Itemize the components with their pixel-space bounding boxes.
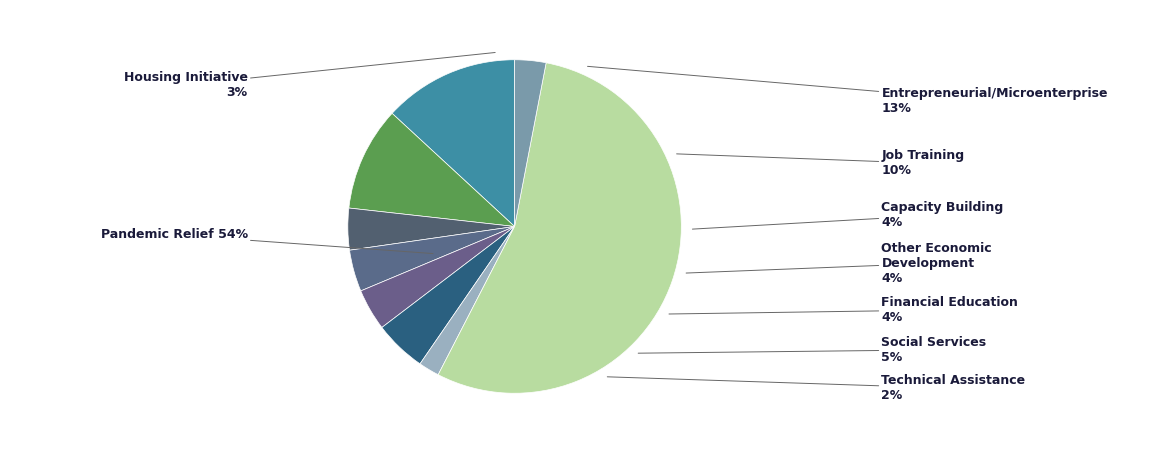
Wedge shape bbox=[350, 226, 515, 291]
Text: Housing Initiative
3%: Housing Initiative 3% bbox=[123, 53, 495, 99]
Text: Other Economic
Development
4%: Other Economic Development 4% bbox=[687, 242, 992, 284]
Text: Entrepreneurial/Microenterprise
13%: Entrepreneurial/Microenterprise 13% bbox=[587, 66, 1108, 116]
Wedge shape bbox=[361, 226, 515, 328]
Wedge shape bbox=[382, 226, 515, 364]
Wedge shape bbox=[347, 208, 515, 250]
Text: Capacity Building
4%: Capacity Building 4% bbox=[692, 201, 1004, 229]
Text: Technical Assistance
2%: Technical Assistance 2% bbox=[607, 374, 1026, 402]
Text: Job Training
10%: Job Training 10% bbox=[676, 149, 965, 177]
Wedge shape bbox=[515, 60, 546, 226]
Text: Social Services
5%: Social Services 5% bbox=[638, 336, 987, 364]
Wedge shape bbox=[420, 226, 515, 375]
Wedge shape bbox=[349, 113, 515, 226]
Wedge shape bbox=[392, 60, 515, 226]
Text: Financial Education
4%: Financial Education 4% bbox=[669, 296, 1018, 324]
Text: Pandemic Relief 54%: Pandemic Relief 54% bbox=[100, 228, 433, 254]
Wedge shape bbox=[439, 63, 681, 393]
